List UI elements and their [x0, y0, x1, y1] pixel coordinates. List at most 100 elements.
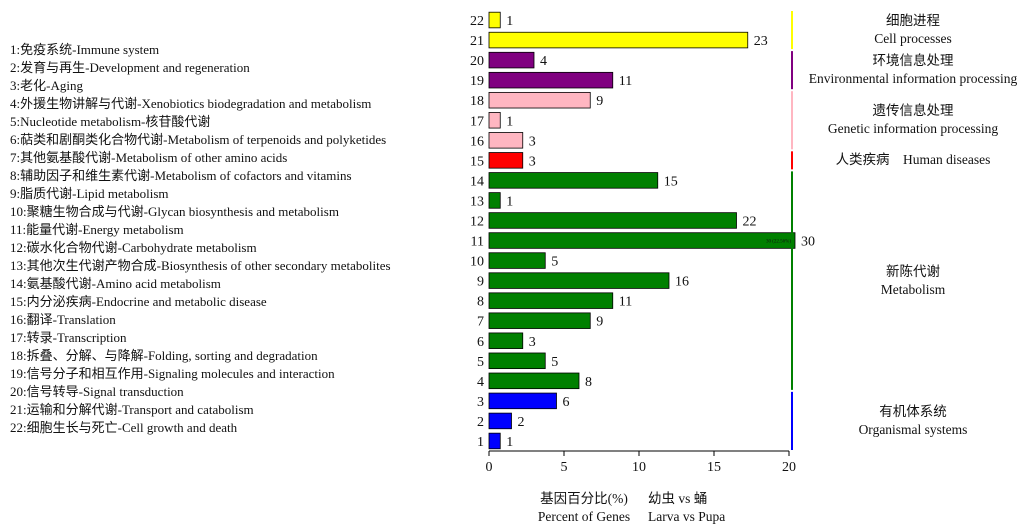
category-tick-label: 15	[470, 154, 484, 169]
category-tick-label: 20	[470, 54, 484, 69]
legend-item: 12:碳水化合物代谢-Carbohydrate metabolism	[10, 240, 257, 255]
group-label: 细胞进程 Cell processes	[797, 12, 1029, 48]
category-tick-label: 17	[470, 114, 484, 129]
legend-item: 19:信号分子和相互作用-Signaling molecules and int…	[10, 366, 335, 381]
bar-value-label: 22	[743, 214, 757, 229]
comparison-label-en: Larva vs Pupa	[648, 509, 726, 524]
category-tick-label: 21	[470, 34, 484, 49]
group-label-en: Metabolism	[880, 281, 946, 297]
bar-inner-label: 30 (22.56%)	[766, 240, 791, 245]
bar	[488, 31, 749, 49]
bar	[488, 272, 670, 289]
legend-item: 22:细胞生长与死亡-Cell growth and death	[10, 420, 238, 435]
bar-value-label: 8	[585, 375, 592, 390]
category-tick-label: 5	[477, 355, 484, 370]
bar	[488, 152, 524, 169]
x-tick-label: 5	[561, 460, 568, 475]
x-axis-title: 基因百分比(%) 幼虫 vs 蛹 Percent of Genes Larva vs…	[520, 490, 770, 526]
category-tick-label: 3	[477, 395, 484, 410]
group-label-en: Genetic information processing	[827, 121, 999, 137]
group-label-en: Environmental information processing	[808, 71, 1018, 87]
group-label-cn: 细胞进程	[886, 13, 940, 29]
group-label: 环境信息处理 Environmental information processi…	[797, 52, 1029, 88]
group-label: 新陈代谢 Metabolism	[797, 263, 1029, 299]
group-label-cn: 有机体系统	[879, 403, 947, 419]
bar	[488, 51, 535, 69]
bar	[488, 11, 501, 29]
bar	[488, 372, 580, 390]
bar	[488, 252, 546, 269]
bar	[488, 412, 512, 430]
group-label: 遗传信息处理 Genetic information processing	[797, 102, 1029, 138]
bar	[488, 212, 737, 229]
bar	[488, 132, 524, 149]
legend-item: 5:Nucleotide metabolism-核苷酸代谢	[10, 114, 211, 129]
x-tick-label: 20	[782, 460, 796, 475]
legend-item: 8:辅助因子和维生素代谢-Metabolism of cofactors and…	[10, 168, 352, 183]
group-label-cn: 遗传信息处理	[872, 103, 954, 119]
legend-item: 10:聚糖生物合成与代谢-Glycan biosynthesis and met…	[10, 204, 339, 219]
bar-value-label: 3	[529, 335, 536, 350]
category-tick-label: 22	[470, 14, 484, 29]
category-legend: 1:免疫系统-Immune system 2:发育与再生-Development …	[10, 41, 391, 437]
group-label-en: Organismal systems	[858, 421, 968, 437]
category-tick-label: 10	[470, 255, 484, 270]
bar	[488, 392, 557, 410]
category-tick-label: 12	[470, 214, 484, 229]
bar-value-label: 16	[675, 275, 689, 290]
legend-item: 21:运输和分解代谢-Transport and catabolism	[10, 402, 254, 417]
legend-item: 20:信号转导-Signal transduction	[10, 384, 184, 399]
comparison-label-cn: 幼虫 vs 蛹	[648, 491, 708, 506]
bar-value-label: 5	[551, 255, 558, 270]
bar	[488, 332, 524, 349]
legend-item: 13:其他次生代谢产物合成-Biosynthesis of other seco…	[10, 258, 391, 273]
category-tick-label: 6	[477, 335, 484, 350]
group-label: 人类疾病 Human diseases	[835, 152, 991, 168]
bar-value-label: 30	[801, 235, 815, 250]
bar	[488, 312, 591, 329]
x-axis-title-cn: 基因百分比(%)	[540, 491, 628, 506]
legend-item: 2:发育与再生-Development and regeneration	[10, 60, 250, 75]
group-label-cn: 环境信息处理	[872, 53, 954, 69]
legend-item: 17:转录-Transcription	[10, 330, 127, 345]
x-tick-label: 0	[486, 460, 493, 475]
bar-value-label: 3	[529, 134, 536, 149]
category-tick-label: 8	[477, 295, 484, 310]
group-label-en: Cell processes	[874, 31, 952, 47]
category-tick-label: 1	[477, 435, 484, 450]
group-label: 有机体系统 Organismal systems	[797, 403, 1029, 439]
legend-item: 6:萜类和剧酮类化合物代谢-Metabolism of terpenoids a…	[10, 132, 387, 147]
bar-value-label: 1	[506, 435, 513, 450]
legend-item: 1:免疫系统-Immune system	[10, 42, 160, 57]
category-tick-label: 4	[477, 375, 484, 390]
bar-value-label: 3	[529, 154, 536, 169]
legend-item: 7:其他氨基酸代谢-Metabolism of other amino acid…	[10, 150, 288, 165]
bar-value-label: 1	[506, 14, 513, 29]
legend-item: 16:翻译-Translation	[10, 312, 116, 327]
legend-item: 9:脂质代谢-Lipid metabolism	[10, 186, 169, 201]
bar-value-label: 11	[619, 295, 632, 310]
bar	[488, 432, 501, 450]
group-label-cn: 新陈代谢	[886, 263, 940, 279]
bar-value-label: 23	[754, 34, 768, 49]
category-tick-label: 7	[477, 315, 484, 330]
bar-value-label: 15	[664, 174, 678, 189]
bar	[488, 292, 614, 309]
legend-item: 11:能量代谢-Energy metabolism	[10, 222, 184, 237]
bar-value-label: 1	[506, 114, 513, 129]
bar	[488, 71, 614, 89]
bar-value-label: 9	[596, 315, 603, 330]
x-axis-title-en: Percent of Genes	[537, 509, 631, 524]
category-tick-label: 11	[471, 235, 484, 250]
bar-value-label: 6	[563, 395, 570, 410]
legend-item: 14:氨基酸代谢-Amino acid metabolism	[10, 276, 221, 291]
legend-item: 3:老化-Aging	[10, 78, 83, 93]
category-tick-label: 16	[470, 134, 484, 149]
bar	[488, 192, 501, 209]
bar-value-label: 5	[551, 355, 558, 370]
category-tick-label: 14	[470, 174, 484, 189]
bar	[488, 112, 501, 129]
x-tick-label: 15	[707, 460, 721, 475]
legend-item: 18:拆叠、分解、与降解-Folding, sorting and degrad…	[10, 348, 318, 363]
